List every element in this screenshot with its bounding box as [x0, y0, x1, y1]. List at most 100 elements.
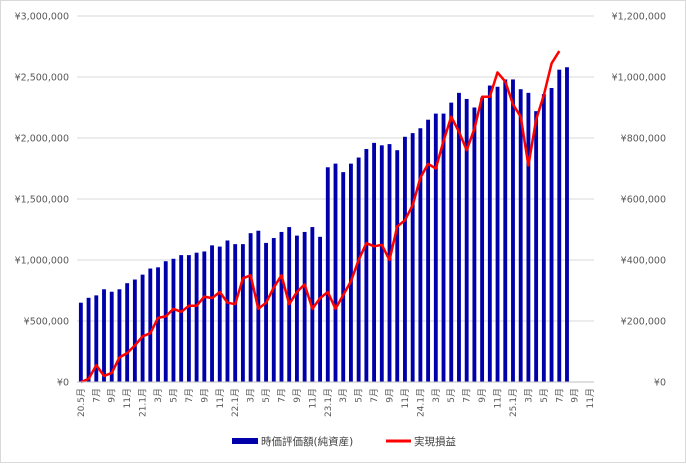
bar — [194, 252, 199, 382]
x-tick-label: 3月 — [246, 388, 257, 403]
x-axis-ticks: 20.5月 7月 9月 11月 21.1月 3月 5月 7月 9月 11月 22.1月 3月 5月 7月 9… — [76, 388, 596, 417]
y-right-tick-label: ¥400,000 — [621, 256, 666, 267]
bar — [186, 255, 191, 382]
x-tick-label: 9月 — [477, 388, 488, 403]
bar — [410, 133, 415, 382]
line-series — [80, 50, 561, 384]
x-tick-label: 7月 — [184, 388, 195, 403]
bar — [565, 67, 569, 383]
x-tick-label: 9月 — [199, 388, 210, 403]
legend-swatch-bar — [232, 438, 258, 444]
x-tick-label: 3月 — [338, 388, 349, 403]
bar — [86, 297, 91, 382]
bar — [526, 92, 531, 383]
bar — [225, 240, 230, 382]
bar — [179, 255, 184, 382]
x-tick-label: 5月 — [261, 388, 272, 403]
y-axis-left-ticks: ¥0 ¥500,000 ¥1,000,000 ¥1,500,000 ¥2,000,000… — [15, 12, 69, 389]
bar — [125, 283, 130, 382]
bar — [248, 233, 253, 382]
bar — [318, 236, 322, 382]
bar — [480, 97, 485, 383]
bar — [457, 92, 461, 383]
y-left-tick-label: ¥1,000,000 — [15, 256, 69, 267]
bar — [379, 145, 384, 382]
legend-label-bar: 時価評価額(純資産) — [261, 435, 353, 448]
y-left-tick-label: ¥2,000,000 — [15, 134, 69, 145]
y-right-tick-label: ¥600,000 — [621, 195, 666, 206]
y-right-tick-label: ¥1,200,000 — [612, 12, 666, 23]
bar — [503, 79, 508, 382]
x-tick-label: 20.5月 — [76, 388, 87, 417]
bar — [233, 244, 238, 382]
x-tick-label: 5月 — [354, 388, 365, 403]
bar — [163, 261, 168, 382]
x-tick-label: 3月 — [431, 388, 442, 403]
y-left-tick-label: ¥3,000,000 — [15, 12, 69, 23]
x-tick-label: 5月 — [539, 388, 550, 403]
x-tick-label: 7月 — [462, 388, 473, 403]
bar — [464, 98, 469, 383]
bar — [325, 167, 330, 382]
bar — [441, 113, 446, 382]
bar — [109, 291, 114, 382]
x-tick-label: 9月 — [385, 388, 396, 403]
bar — [541, 94, 546, 382]
bar — [264, 242, 268, 382]
x-tick-label: 11月 — [585, 388, 596, 408]
bar — [202, 251, 207, 382]
bar — [372, 142, 377, 382]
x-tick-label: 23.1月 — [323, 388, 334, 417]
bar — [148, 268, 153, 382]
bar — [387, 144, 392, 382]
bar — [78, 302, 83, 382]
y-right-tick-label: ¥0 — [654, 378, 666, 389]
x-tick-label: 24.1月 — [415, 388, 426, 417]
bar — [333, 163, 338, 382]
bar — [210, 245, 214, 382]
x-tick-label: 22.1月 — [230, 388, 241, 417]
bar — [557, 69, 562, 383]
bar — [117, 289, 122, 382]
bar — [549, 87, 554, 382]
bar — [518, 89, 523, 382]
x-tick-label: 7月 — [554, 388, 565, 403]
y-left-tick-label: ¥2,500,000 — [15, 73, 69, 84]
bar — [279, 231, 284, 382]
bar — [472, 107, 477, 382]
x-tick-label: 11月 — [307, 388, 318, 408]
line-series-path — [80, 50, 561, 384]
x-tick-label: 9月 — [570, 388, 581, 403]
bar — [349, 163, 353, 382]
y-axis-right-ticks: ¥0 ¥200,000 ¥400,000 ¥600,000 ¥800,000 ¥1,000… — [612, 12, 666, 389]
bar — [487, 85, 492, 382]
bar — [364, 148, 369, 382]
bar — [132, 279, 137, 382]
legend: 時価評価額(純資産) 実現損益 — [232, 435, 456, 448]
x-tick-label: 11月 — [215, 388, 226, 408]
x-tick-label: 11月 — [493, 388, 504, 408]
y-left-tick-label: ¥1,500,000 — [15, 195, 69, 206]
bar — [426, 119, 431, 382]
x-tick-label: 9月 — [292, 388, 303, 403]
y-right-tick-label: ¥800,000 — [621, 134, 666, 145]
bar-series — [78, 67, 569, 383]
bar — [418, 128, 423, 382]
x-tick-label: 3月 — [523, 388, 534, 403]
x-tick-label: 3月 — [153, 388, 164, 403]
bar — [534, 111, 539, 382]
x-tick-label: 21.1月 — [138, 388, 149, 417]
x-tick-label: 11月 — [400, 388, 411, 408]
bar — [395, 150, 400, 382]
y-right-tick-label: ¥200,000 — [621, 317, 666, 328]
legend-label-line: 実現損益 — [414, 435, 456, 448]
x-tick-label: 25.1月 — [508, 388, 519, 417]
bar — [310, 227, 315, 382]
bar — [171, 258, 176, 382]
y-right-tick-label: ¥1,000,000 — [612, 73, 666, 84]
bar — [217, 246, 222, 382]
bar — [94, 295, 99, 382]
x-tick-label: 5月 — [169, 388, 180, 403]
